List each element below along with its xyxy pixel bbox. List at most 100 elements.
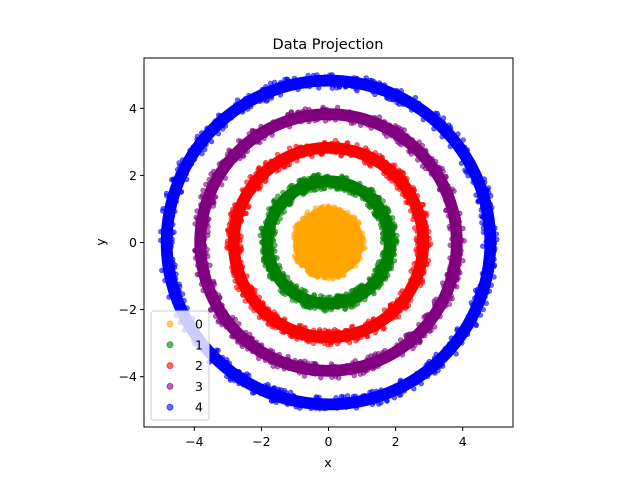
data-point — [464, 147, 471, 153]
data-point — [261, 135, 267, 142]
data-point — [342, 84, 349, 90]
data-point — [293, 143, 299, 150]
data-point — [480, 225, 487, 231]
data-point — [447, 226, 453, 232]
data-point — [170, 260, 176, 266]
data-point — [240, 382, 247, 388]
data-point — [339, 186, 346, 192]
data-point — [295, 86, 301, 93]
data-point — [399, 352, 406, 358]
data-point — [198, 201, 204, 208]
data-point — [481, 176, 488, 182]
data-point — [369, 401, 376, 408]
legend-marker — [166, 403, 174, 411]
data-point — [487, 193, 494, 199]
data-point — [367, 277, 373, 283]
data-point — [287, 281, 294, 287]
data-point — [424, 373, 431, 380]
data-point — [410, 345, 416, 352]
data-point — [210, 203, 217, 209]
data-point — [285, 112, 291, 119]
data-point — [278, 283, 284, 290]
data-point — [293, 298, 299, 304]
data-point — [369, 88, 376, 95]
data-point — [384, 268, 390, 274]
data-point — [294, 283, 300, 289]
data-point — [170, 221, 176, 228]
data-point — [222, 175, 229, 181]
data-point — [377, 221, 384, 228]
data-point — [325, 205, 331, 212]
data-point — [276, 262, 282, 269]
data-point — [256, 185, 262, 192]
data-point — [483, 300, 489, 307]
data-point — [310, 360, 316, 367]
data-point — [224, 244, 230, 250]
data-point — [402, 304, 409, 310]
data-point — [383, 159, 389, 166]
data-point — [301, 175, 307, 182]
data-point — [272, 219, 278, 226]
series-1-fill — [261, 175, 396, 310]
data-point — [460, 225, 466, 232]
data-point — [194, 208, 200, 214]
data-point — [414, 380, 420, 386]
data-point — [301, 189, 307, 196]
data-point — [309, 153, 315, 160]
data-point — [244, 179, 250, 185]
data-point — [194, 271, 200, 278]
data-point — [387, 215, 393, 221]
data-point — [358, 122, 364, 129]
legend-item-0: 0 — [166, 317, 203, 332]
data-point — [408, 268, 414, 274]
data-point — [342, 327, 349, 334]
data-point — [440, 119, 447, 126]
data-point — [443, 207, 450, 213]
data-point — [374, 213, 380, 219]
data-point — [283, 328, 289, 334]
data-point — [390, 165, 396, 172]
data-point — [396, 167, 402, 173]
data-point — [300, 153, 306, 159]
data-point — [353, 405, 360, 411]
data-point — [263, 83, 269, 90]
data-point — [445, 213, 452, 219]
data-point — [286, 365, 292, 372]
data-point — [417, 338, 423, 344]
data-point — [270, 224, 277, 230]
data-point — [288, 400, 294, 407]
data-point — [200, 187, 206, 194]
data-point — [394, 87, 400, 94]
series-4-fill — [160, 74, 497, 411]
series-4 — [157, 72, 500, 412]
data-point — [228, 148, 235, 155]
data-point — [375, 363, 381, 369]
data-point — [351, 75, 357, 81]
data-point — [305, 209, 311, 215]
data-point — [286, 357, 292, 364]
data-point — [367, 163, 374, 169]
data-point — [392, 314, 399, 320]
data-point — [184, 305, 190, 311]
data-point — [371, 79, 377, 85]
y-tick-label: −4 — [119, 369, 137, 384]
series-1 — [257, 172, 400, 314]
data-point — [205, 229, 211, 235]
data-point — [242, 210, 249, 217]
data-point — [268, 168, 275, 175]
data-point — [297, 259, 304, 266]
data-point — [378, 281, 384, 287]
data-point — [460, 157, 467, 163]
data-point — [391, 394, 398, 401]
data-point — [270, 119, 276, 125]
data-point — [384, 308, 391, 314]
data-point — [333, 394, 339, 401]
data-point — [192, 221, 198, 227]
data-point — [296, 324, 302, 330]
data-point — [458, 237, 465, 243]
data-point — [408, 277, 414, 283]
data-point — [281, 276, 287, 282]
data-point — [261, 97, 267, 103]
data-point — [387, 96, 393, 102]
data-point — [491, 248, 498, 254]
